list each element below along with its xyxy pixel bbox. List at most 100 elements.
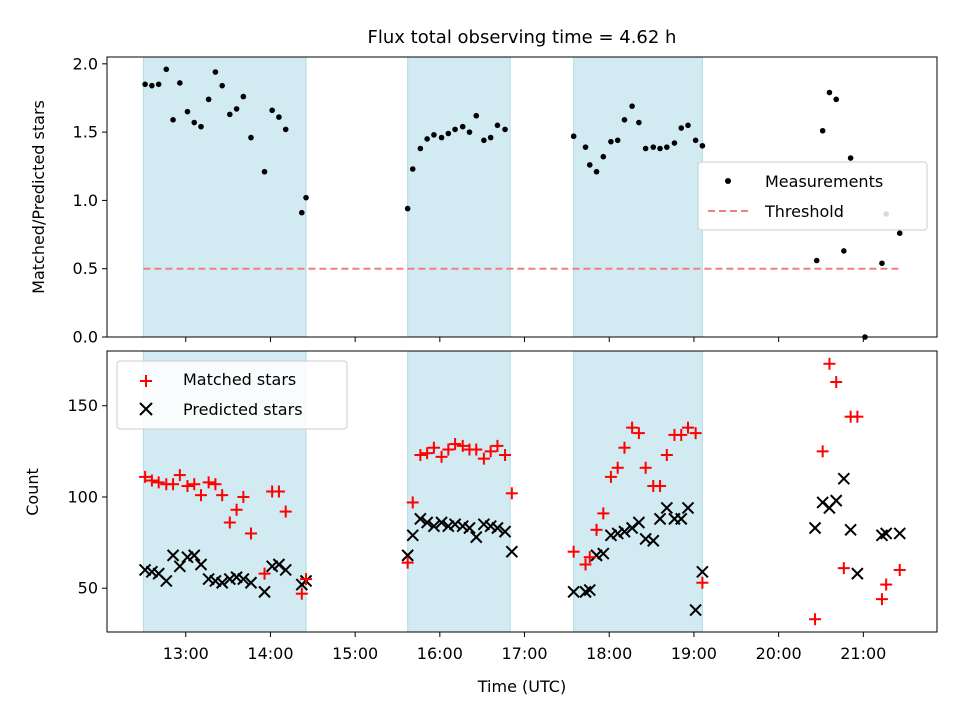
measurement-point <box>586 162 593 168</box>
predicted-point <box>173 560 187 573</box>
predicted-point <box>639 532 652 546</box>
matched-point <box>875 593 888 606</box>
measurement-point <box>170 117 176 123</box>
matched-point <box>272 485 285 498</box>
measurement-point <box>212 69 219 75</box>
matched-point <box>435 450 448 463</box>
matched-point <box>689 427 702 440</box>
measurement-point <box>459 123 466 130</box>
predicted-point <box>420 516 434 529</box>
measurement-point <box>629 103 635 109</box>
measurement-point <box>671 140 678 146</box>
count-legend-box <box>116 360 348 430</box>
matched-point <box>406 496 419 509</box>
x-tick-label: 16:00 <box>417 644 463 663</box>
predicted-point <box>188 549 201 562</box>
matched-point <box>401 556 414 569</box>
predicted-point <box>830 494 843 507</box>
measurement-point <box>819 127 826 134</box>
measurement-point <box>582 144 589 150</box>
y-tick-label: 0.0 <box>73 328 98 347</box>
predicted-point <box>583 583 596 597</box>
matched-point <box>279 505 292 518</box>
measurement-point <box>248 134 254 141</box>
matched-point <box>414 449 427 462</box>
matched-point <box>295 587 308 600</box>
measurement-point <box>303 194 309 201</box>
matched-point <box>816 445 829 458</box>
predicted-point <box>647 534 660 547</box>
ratio-x-ticks <box>185 337 864 342</box>
count-x-axis: 13:00 14:00 15:00 16:00 17:00 18:00 19:00 20:00… <box>163 632 886 663</box>
measurement-point <box>269 107 275 114</box>
matched-point <box>223 516 236 529</box>
measurement-point <box>481 137 487 144</box>
x-tick-label: 14:00 <box>247 644 293 663</box>
measurement-point <box>494 122 501 129</box>
count-legend: Matched stars Predicted stars <box>116 360 348 430</box>
matched-point <box>477 452 490 465</box>
measurement-point <box>142 81 148 88</box>
predicted-point <box>427 519 441 533</box>
measurement-point <box>841 248 847 254</box>
predicted-point <box>653 512 667 526</box>
predicted-point <box>505 545 519 558</box>
legend-predicted-marker <box>139 402 153 416</box>
measurement-point <box>149 82 155 89</box>
measurement-point <box>438 134 445 141</box>
predicted-point <box>567 585 580 599</box>
measurement-point <box>404 205 411 212</box>
measurement-point <box>227 111 233 118</box>
predicted-point <box>237 572 250 586</box>
measurement-point <box>692 137 699 144</box>
shaded-interval <box>407 350 511 633</box>
predicted-point <box>215 576 229 589</box>
predicted-point <box>632 516 646 529</box>
matched-point <box>682 421 694 434</box>
measurement-point <box>155 81 162 88</box>
predicted-point <box>681 501 695 515</box>
y-tick-label: 150 <box>67 396 98 415</box>
x-tick-label: 19:00 <box>671 644 717 663</box>
predicted-point <box>160 574 173 588</box>
predicted-point <box>498 525 512 538</box>
matched-point <box>675 428 688 441</box>
measurement-point <box>445 130 452 137</box>
matched-point <box>152 476 165 489</box>
matched-point <box>470 443 483 456</box>
ratio-legend: Measurements Threshold <box>697 161 928 231</box>
predicted-point <box>597 547 610 560</box>
x-tick-label: 15:00 <box>332 644 378 663</box>
predicted-point <box>660 501 674 515</box>
predicted-point <box>851 567 864 580</box>
measurement-point <box>664 144 670 150</box>
observing-window-shades <box>142 56 703 338</box>
matched-point <box>660 449 673 462</box>
y-tick-label: 2.0 <box>73 54 98 73</box>
legend-measurements-marker <box>725 178 731 184</box>
measurement-point <box>198 123 204 130</box>
ratio-legend-box <box>697 161 928 231</box>
y-tick-label: 100 <box>67 487 98 506</box>
measurement-point <box>487 134 494 141</box>
predicted-point <box>808 521 822 535</box>
measurement-point <box>896 230 903 236</box>
matched-point <box>880 578 893 591</box>
predicted-point <box>463 521 476 535</box>
measurement-point <box>813 257 820 264</box>
measurement-point <box>657 145 663 152</box>
measurement-point <box>219 82 225 89</box>
predicted-point <box>893 527 906 540</box>
predicted-point <box>258 585 271 599</box>
measurement-point <box>233 106 240 112</box>
measurement-point <box>847 155 854 161</box>
x-axis-label: Time (UTC) <box>477 677 566 696</box>
measurement-point <box>570 133 577 140</box>
matched-point <box>837 562 850 575</box>
ratio-panel: 0.00.51.01.52.0 Matched/Predicted stars … <box>29 54 938 347</box>
x-tick-label: 13:00 <box>163 644 209 663</box>
matched-point <box>145 474 158 487</box>
shaded-interval <box>407 56 511 338</box>
matched-point <box>604 470 617 483</box>
